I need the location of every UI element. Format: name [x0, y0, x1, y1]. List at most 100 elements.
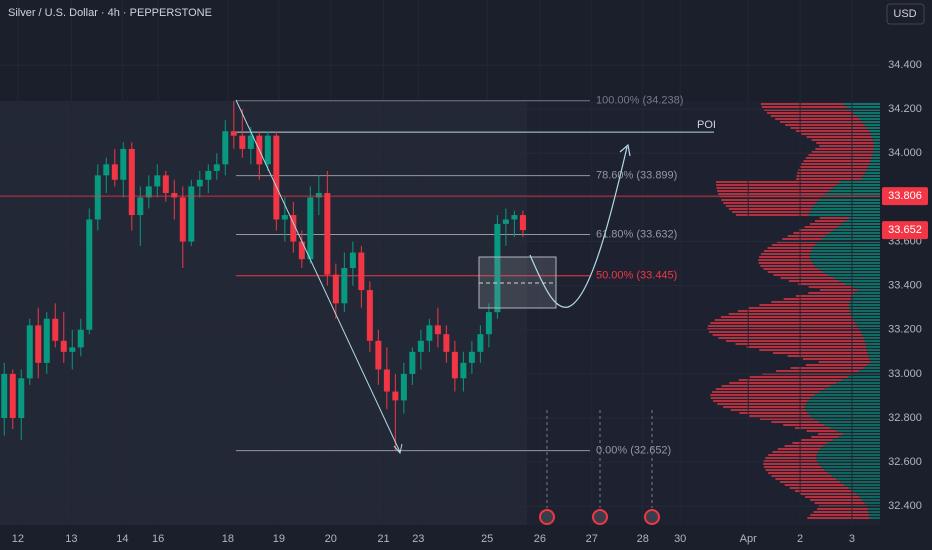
- profile-row: [737, 310, 850, 312]
- profile-row: [807, 400, 880, 402]
- candle-body: [443, 334, 450, 352]
- profile-row: [840, 481, 880, 483]
- profile-row: [785, 124, 865, 126]
- candle-body: [205, 170, 212, 180]
- profile-row: [849, 304, 880, 306]
- currency-button[interactable]: [886, 3, 925, 25]
- candle-body: [392, 391, 399, 401]
- profile-row: [718, 337, 864, 339]
- profile-row: [827, 442, 880, 444]
- profile-row: [790, 367, 864, 369]
- profile-row: [873, 148, 880, 150]
- profile-row: [749, 376, 849, 378]
- profile-row: [814, 394, 880, 396]
- profile-row: [805, 496, 860, 498]
- y-tick-label: 33.200: [888, 324, 922, 336]
- profile-row: [720, 316, 852, 318]
- profile-row: [760, 103, 844, 105]
- profile-row: [779, 481, 841, 483]
- x-tick-label: 28: [637, 533, 649, 545]
- profile-row: [715, 181, 841, 183]
- profile-row: [713, 400, 808, 402]
- profile-row: [763, 268, 819, 270]
- candle-body: [426, 325, 433, 341]
- profile-row: [809, 253, 880, 255]
- profile-row: [845, 283, 880, 285]
- profile-row: [872, 154, 880, 156]
- profile-row: [869, 163, 880, 165]
- y-tick-label: 32.800: [888, 412, 922, 424]
- profile-row: [849, 310, 880, 312]
- profile-row: [855, 493, 880, 495]
- profile-row: [717, 403, 806, 405]
- profile-row: [851, 286, 880, 288]
- candle-body: [519, 215, 526, 231]
- profile-row: [729, 382, 837, 384]
- profile-row: [816, 202, 880, 204]
- candle-body: [247, 135, 254, 149]
- currency[interactable]: USD: [893, 8, 916, 20]
- profile-row: [723, 202, 817, 204]
- profile-row: [748, 307, 850, 309]
- candle-body: [196, 179, 203, 187]
- candle-body: [239, 135, 246, 149]
- profile-row: [764, 109, 851, 111]
- candle-body: [290, 215, 297, 242]
- profile-row: [784, 445, 824, 447]
- profile-row: [863, 367, 880, 369]
- profile-row: [809, 256, 880, 258]
- profile-row: [805, 406, 880, 408]
- profile-row: [854, 292, 880, 294]
- profile-row: [718, 193, 826, 195]
- profile-row: [849, 301, 880, 303]
- profile-row: [867, 364, 880, 366]
- profile-row: [789, 487, 849, 489]
- candle-body: [52, 318, 59, 341]
- profile-row: [805, 364, 868, 366]
- profile-row: [846, 106, 880, 108]
- profile-row: [813, 205, 880, 207]
- candle-body: [1, 373, 8, 419]
- profile-row: [773, 274, 828, 276]
- x-tick-label: 14: [116, 533, 128, 545]
- profile-row: [868, 355, 880, 357]
- profile-row: [783, 298, 851, 300]
- profile-row: [723, 406, 806, 408]
- profile-row: [863, 337, 880, 339]
- profile-row: [721, 199, 820, 201]
- candle-body: [86, 219, 93, 330]
- x-tick-label: 18: [222, 533, 234, 545]
- fib-label: 0.00% (32.652): [596, 445, 671, 457]
- candle-body: [128, 148, 135, 216]
- profile-row: [869, 517, 880, 519]
- profile-row: [710, 394, 815, 396]
- profile-row: [765, 457, 817, 459]
- profile-row: [768, 454, 817, 456]
- profile-row: [771, 475, 832, 477]
- y-tick-label: 34.000: [888, 147, 922, 159]
- profile-row: [857, 325, 880, 327]
- profile-row: [866, 127, 880, 129]
- candle-body: [69, 347, 76, 352]
- profile-row: [712, 391, 820, 393]
- x-tick-label: 13: [65, 533, 77, 545]
- profile-row: [857, 289, 880, 291]
- profile-row: [873, 145, 880, 147]
- profile-row: [866, 169, 880, 171]
- profile-row: [849, 307, 880, 309]
- x-tick-label: 3: [849, 533, 855, 545]
- profile-row: [730, 409, 806, 411]
- chart-title: Silver / U.S. Dollar · 4h · PEPPERSTONE: [8, 7, 212, 19]
- candle-body: [18, 378, 25, 419]
- profile-row: [814, 418, 880, 420]
- profile-row: [821, 466, 880, 468]
- candle-body: [298, 241, 305, 260]
- profile-row: [872, 139, 880, 141]
- profile-row: [868, 130, 880, 132]
- profile-row: [760, 265, 816, 267]
- profile-row: [801, 163, 870, 165]
- profile-row: [775, 478, 836, 480]
- profile-row: [732, 211, 810, 213]
- profile-row: [767, 112, 854, 114]
- profile-row: [859, 496, 880, 498]
